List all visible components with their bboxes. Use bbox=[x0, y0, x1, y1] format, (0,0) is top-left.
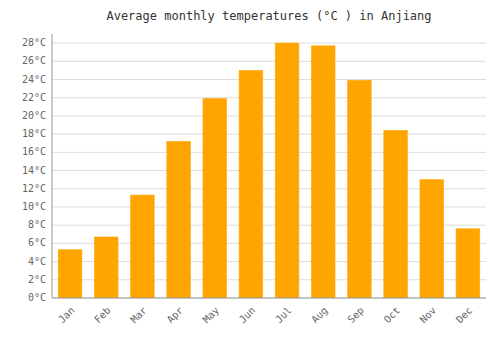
bar bbox=[456, 229, 480, 298]
x-tick-label: Oct bbox=[382, 305, 403, 326]
y-tick-label: 28°C bbox=[22, 37, 46, 48]
bar bbox=[94, 237, 118, 298]
x-tick-label: Sep bbox=[345, 305, 366, 326]
grid-line bbox=[52, 61, 486, 62]
x-tick-label: Mar bbox=[128, 305, 149, 326]
x-tick-label: Aug bbox=[309, 305, 330, 326]
chart: 0°C 2°C 4°C 6°C 8°C 10°C 12°C 14°C 16°C 18°C 20°C 2… bbox=[0, 0, 500, 350]
grid-line bbox=[52, 298, 486, 299]
y-tick-label: 4°C bbox=[28, 256, 46, 267]
x-tick-label: Feb bbox=[92, 305, 113, 326]
title: Average monthly temperatures (°C ) in An… bbox=[106, 9, 431, 23]
x-tick-label: Jul bbox=[273, 305, 294, 326]
x-tick-label: Jan bbox=[56, 305, 77, 326]
grid-line bbox=[52, 134, 486, 135]
y-tick-label: 16°C bbox=[22, 146, 46, 157]
bars bbox=[58, 43, 479, 298]
bar bbox=[239, 70, 263, 298]
x-tick-label: Nov bbox=[418, 305, 439, 326]
bar bbox=[311, 46, 335, 298]
x-tick-label: Dec bbox=[454, 305, 475, 326]
x-tick-label: Jun bbox=[237, 305, 258, 326]
bar bbox=[167, 141, 191, 298]
y-axis-line bbox=[52, 34, 53, 298]
grid bbox=[52, 43, 486, 298]
y-tick-label: 22°C bbox=[22, 92, 46, 103]
y-tick-label: 6°C bbox=[28, 237, 46, 248]
bar bbox=[348, 80, 372, 298]
bar bbox=[203, 99, 227, 298]
bar bbox=[275, 43, 299, 298]
y-tick-label: 24°C bbox=[22, 74, 46, 85]
y-tick-label: 8°C bbox=[28, 219, 46, 230]
grid-line bbox=[52, 115, 486, 116]
bar bbox=[58, 250, 82, 298]
y-tick-label: 12°C bbox=[22, 183, 46, 194]
bar bbox=[420, 180, 444, 298]
grid-line bbox=[52, 79, 486, 80]
grid-line bbox=[52, 97, 486, 98]
x-tick-label: Apr bbox=[165, 305, 186, 326]
bar bbox=[384, 130, 408, 298]
y-tick-label: 26°C bbox=[22, 55, 46, 66]
y-tick-label: 2°C bbox=[28, 274, 46, 285]
grid-line bbox=[52, 43, 486, 44]
bar bbox=[131, 195, 155, 298]
y-tick-label: 10°C bbox=[22, 201, 46, 212]
y-tick-label: 20°C bbox=[22, 110, 46, 121]
x-tick-label: May bbox=[201, 305, 222, 326]
y-tick-label: 0°C bbox=[28, 292, 46, 303]
y-tick-label: 14°C bbox=[22, 165, 46, 176]
grid-line bbox=[52, 170, 486, 171]
y-tick-label: 18°C bbox=[22, 128, 46, 139]
grid-line bbox=[52, 152, 486, 153]
x-axis-line bbox=[52, 298, 486, 299]
